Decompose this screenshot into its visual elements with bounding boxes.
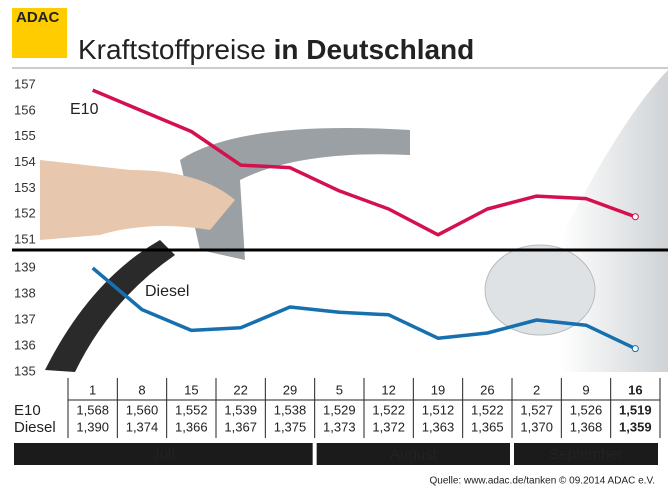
chart-title: Kraftstoffpreise in Deutschland (78, 34, 474, 65)
x-tick-label: 16 (628, 382, 642, 397)
value-label: 1,512 (422, 402, 455, 417)
value-label: 1,365 (471, 419, 504, 434)
value-label: 1,529 (323, 402, 356, 417)
y-tick-label: 153 (14, 180, 36, 195)
series-label: E10 (70, 101, 99, 118)
value-label: 1,539 (224, 402, 257, 417)
y2-tick-label: 136 (14, 337, 36, 352)
hand-image (40, 160, 235, 240)
y-tick-label: 152 (14, 206, 36, 221)
month-label: August (390, 446, 438, 463)
car-image (560, 70, 668, 372)
x-tick-label: 9 (582, 382, 589, 397)
value-label: 1,522 (471, 402, 504, 417)
y-tick-label: 151 (14, 231, 36, 246)
value-label: 1,519 (619, 402, 652, 417)
y2-tick-label: 137 (14, 311, 36, 326)
x-tick-label: 5 (336, 382, 343, 397)
value-label: 1,560 (126, 402, 159, 417)
value-label: 1,359 (619, 419, 652, 434)
value-label: 1,370 (520, 419, 553, 434)
value-label: 1,568 (76, 402, 109, 417)
x-tick-label: 22 (233, 382, 247, 397)
y-tick-label: 156 (14, 102, 36, 117)
y-tick-label: 157 (14, 76, 36, 91)
end-point (631, 213, 639, 221)
y-tick-label: 155 (14, 128, 36, 143)
value-label: 1,368 (570, 419, 603, 434)
x-tick-label: 2 (533, 382, 540, 397)
month-label: September (549, 446, 622, 463)
value-label: 1,526 (570, 402, 603, 417)
fuel-cap-image (484, 244, 596, 336)
y2-tick-label: 138 (14, 285, 36, 300)
x-tick-label: 29 (283, 382, 297, 397)
value-label: 1,552 (175, 402, 208, 417)
value-label: 1,390 (76, 419, 109, 434)
hose-image (45, 240, 175, 372)
value-label: 1,366 (175, 419, 208, 434)
x-tick-label: 26 (480, 382, 494, 397)
y-tick-label: 154 (14, 154, 36, 169)
value-label: 1,522 (372, 402, 405, 417)
title-main: Kraftstoffpreise (78, 34, 266, 65)
series-line (91, 266, 637, 351)
row-label: E10 (14, 402, 41, 419)
series-label: Diesel (145, 283, 189, 300)
series-line (91, 88, 636, 237)
end-point (631, 345, 639, 353)
month-bar (316, 443, 510, 465)
month-label: Juli (152, 446, 175, 463)
month-bar (514, 443, 658, 465)
brand: ADAC (16, 9, 59, 26)
brand-logo (12, 8, 67, 58)
month-bar (14, 443, 313, 465)
y2-tick-label: 135 (14, 363, 36, 378)
x-tick-label: 15 (184, 382, 198, 397)
x-tick-label: 8 (138, 382, 145, 397)
x-tick-label: 1 (89, 382, 96, 397)
value-label: 1,363 (422, 419, 455, 434)
value-label: 1,375 (274, 419, 307, 434)
value-label: 1,373 (323, 419, 356, 434)
x-tick-label: 19 (431, 382, 445, 397)
row-label: Diesel (14, 419, 56, 436)
title-bold: in Deutschland (274, 34, 475, 65)
value-label: 1,538 (274, 402, 307, 417)
value-label: 1,374 (126, 419, 159, 434)
value-label: 1,372 (372, 419, 405, 434)
source: Quelle: www.adac.de/tanken © 09.2014 ADA… (430, 476, 655, 487)
x-tick-label: 12 (381, 382, 395, 397)
value-label: 1,367 (224, 419, 257, 434)
y2-tick-label: 139 (14, 259, 36, 274)
value-label: 1,527 (520, 402, 553, 417)
